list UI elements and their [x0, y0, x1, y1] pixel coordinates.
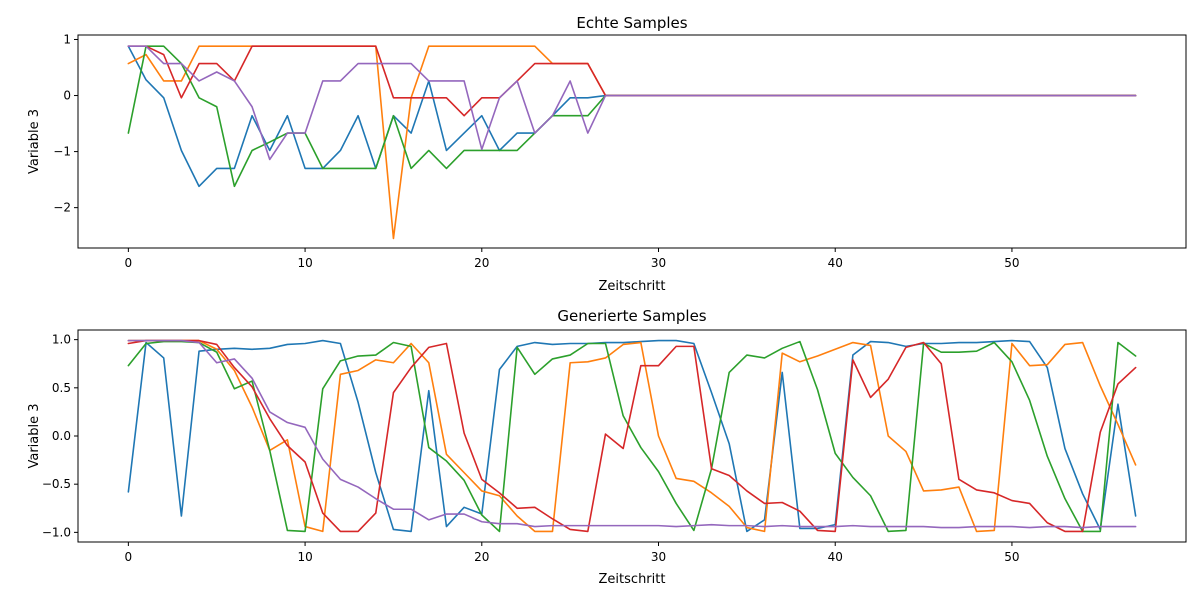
x-tick-label: 10 — [297, 256, 312, 270]
x-tick-label: 30 — [651, 550, 666, 564]
x-tick-label: 30 — [651, 256, 666, 270]
panel-echte-samples: 0 10 20 30 40 50 −2 −1 0 1 Echte Samples Zeitschrit… — [27, 14, 1187, 294]
x-axis-label: Zeitschritt — [599, 572, 666, 587]
x-tick-label: 50 — [1004, 550, 1019, 564]
y-tick-label: 0 — [63, 89, 71, 103]
y-tick-label: 1.0 — [52, 333, 71, 347]
y-tick-label: 0.5 — [52, 381, 71, 395]
series-line-5 — [127, 339, 1137, 529]
x-tick-label: 20 — [474, 256, 489, 270]
series-line-2 — [127, 339, 1137, 533]
x-tick-label: 10 — [297, 550, 312, 564]
x-tick-label: 0 — [125, 550, 133, 564]
x-tick-label: 50 — [1004, 256, 1019, 270]
y-tick-label: 1 — [63, 32, 71, 46]
y-tick-label: 0.0 — [52, 429, 71, 443]
series-line-3 — [127, 45, 1137, 188]
y-tick-label: −1.0 — [42, 525, 71, 539]
plot-frame — [77, 34, 1187, 249]
y-tick-label: −2 — [53, 201, 71, 215]
x-tick-label: 40 — [828, 550, 843, 564]
x-tick-label: 20 — [474, 550, 489, 564]
chart-title: Generierte Samples — [557, 307, 706, 325]
series-line-4 — [127, 339, 1137, 533]
y-axis-label: Variable 3 — [27, 403, 42, 468]
y-tick-label: −0.5 — [42, 477, 71, 491]
x-tick-label: 40 — [828, 256, 843, 270]
series-line-4 — [127, 45, 1137, 117]
series-line-5 — [127, 45, 1137, 161]
series-line-1 — [127, 339, 1137, 533]
panel-generierte-samples: 0 10 20 30 40 50 −1.0 −0.5 0.0 0.5 1.0 Generierte S… — [27, 307, 1187, 587]
x-axis-label: Zeitschritt — [599, 279, 666, 294]
x-tick-label: 0 — [125, 256, 133, 270]
series-line-1 — [127, 45, 1137, 188]
series-line-2 — [127, 45, 1137, 240]
y-tick-label: −1 — [53, 145, 71, 159]
plot-frame — [77, 329, 1187, 543]
chart-title: Echte Samples — [576, 14, 687, 32]
series-line-3 — [127, 340, 1137, 533]
y-axis-label: Variable 3 — [27, 109, 42, 174]
